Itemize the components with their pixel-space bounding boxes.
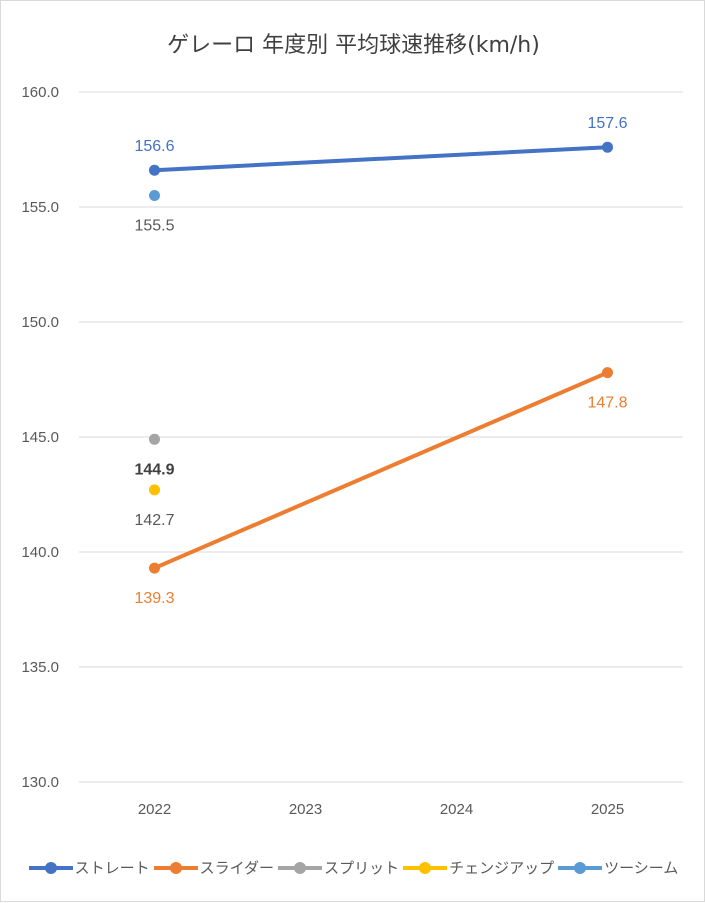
legend-item-2: スプリット: [278, 857, 399, 878]
legend-item-0: ストレート: [28, 857, 150, 878]
legend-label: ストレート: [74, 859, 150, 877]
data-label-1-0: 139.3: [134, 590, 174, 607]
data-point-0-0: [149, 164, 160, 176]
legend-item-1: スライダー: [153, 857, 275, 878]
data-label-3-0: 142.7: [134, 512, 174, 529]
data-label-0-3: 157.6: [587, 115, 627, 132]
y-tick-label: 145.0: [21, 429, 59, 446]
x-tick-label-2022: 2022: [138, 801, 171, 818]
data-label-4-0: 155.5: [134, 218, 174, 235]
data-point-0-3: [602, 141, 613, 153]
data-point-2-0: [149, 433, 160, 445]
series-line-1: [152, 370, 610, 571]
data-point-4-0: [149, 190, 160, 201]
data-point-3-0: [149, 484, 160, 496]
legend-label: ツーシーム: [604, 859, 679, 877]
y-tick-label: 150.0: [21, 314, 59, 331]
y-tick-label: 155.0: [21, 199, 59, 216]
legend-item-4: ツーシーム: [558, 857, 678, 878]
y-tick-label: 160.0: [21, 84, 59, 101]
series-line-0: [152, 145, 610, 173]
chart-legend: ストレート スライダー スプリット チェンジアップ ツーシーム: [1, 857, 705, 878]
legend-label: スプリット: [324, 859, 400, 877]
data-point-1-3: [602, 367, 613, 379]
data-label-2-0: 144.9: [134, 461, 174, 478]
chart-title: ゲレーロ 年度別 平均球速推移(km/h): [167, 33, 540, 58]
legend-swatch-icon: [558, 861, 603, 874]
data-label-0-0: 156.6: [134, 138, 174, 155]
y-tick-label: 130.0: [21, 774, 59, 791]
y-tick-label: 135.0: [21, 659, 59, 676]
legend-swatch-icon: [153, 861, 198, 874]
x-tick-label-2025: 2025: [591, 801, 624, 818]
legend-swatch-icon: [278, 861, 323, 874]
legend-label: チェンジアップ: [449, 859, 555, 877]
legend-label: スライダー: [199, 859, 275, 877]
data-label-1-3: 147.8: [587, 395, 627, 412]
y-tick-label: 140.0: [21, 544, 59, 561]
x-tick-label-2024: 2024: [440, 801, 473, 818]
data-point-1-0: [149, 562, 160, 574]
legend-swatch-icon: [403, 861, 448, 874]
legend-swatch-icon: [28, 861, 73, 874]
x-tick-label-2023: 2023: [289, 801, 322, 818]
legend-item-3: チェンジアップ: [403, 857, 554, 878]
